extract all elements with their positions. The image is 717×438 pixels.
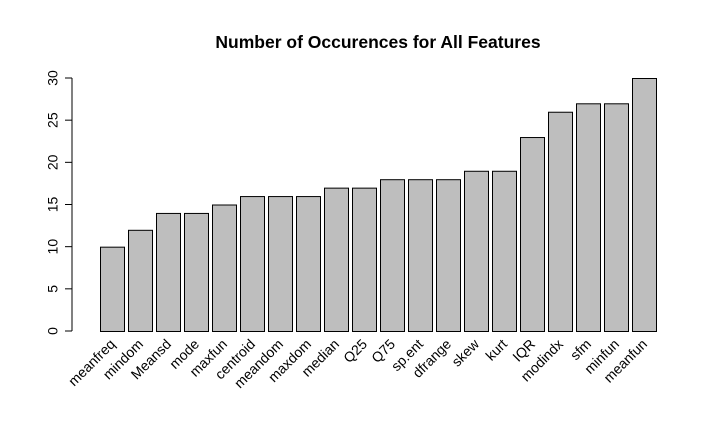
bar-q75	[380, 179, 405, 332]
bar-meandom	[268, 196, 293, 332]
y-tick-label: 15	[45, 197, 61, 213]
bar-q25	[352, 187, 377, 332]
bar-modindx	[548, 111, 573, 332]
bar-maxfun	[212, 204, 237, 332]
bar-mindom	[128, 229, 153, 332]
bar-dfrange	[436, 179, 461, 332]
y-tick-label: 10	[45, 239, 61, 255]
bars	[100, 78, 657, 333]
bar-skew	[464, 170, 489, 332]
bar-kurt	[492, 170, 517, 332]
y-tick-label: 0	[45, 327, 61, 335]
x-tick-label: skew	[448, 335, 482, 369]
y-tick-label: 25	[45, 112, 61, 128]
bar-iqr	[520, 137, 545, 332]
bar-centroid	[240, 196, 265, 332]
x-tick-label: kurt	[482, 336, 510, 364]
y-tick-label: 30	[45, 70, 61, 86]
bar-meansd	[156, 212, 181, 332]
bar-maxdom	[296, 196, 321, 332]
bar-minfun	[604, 103, 629, 332]
y-tick-label: 5	[45, 285, 61, 293]
bar-meanfreq	[100, 246, 125, 333]
y-axis: 0 5 10 15 20 25 30	[45, 70, 73, 335]
bar-sp-ent	[408, 179, 433, 332]
x-tick-label: Q25	[340, 336, 370, 366]
chart-title: Number of Occurences for All Features	[215, 32, 540, 52]
bar-median	[324, 187, 349, 332]
bar-sfm	[576, 103, 601, 332]
x-axis-labels: meanfreqmindomMeansdmodemaxfuncentroidme…	[65, 335, 650, 391]
bar-meanfun	[632, 78, 657, 332]
bar-mode	[184, 212, 209, 332]
y-tick-label: 20	[45, 154, 61, 170]
